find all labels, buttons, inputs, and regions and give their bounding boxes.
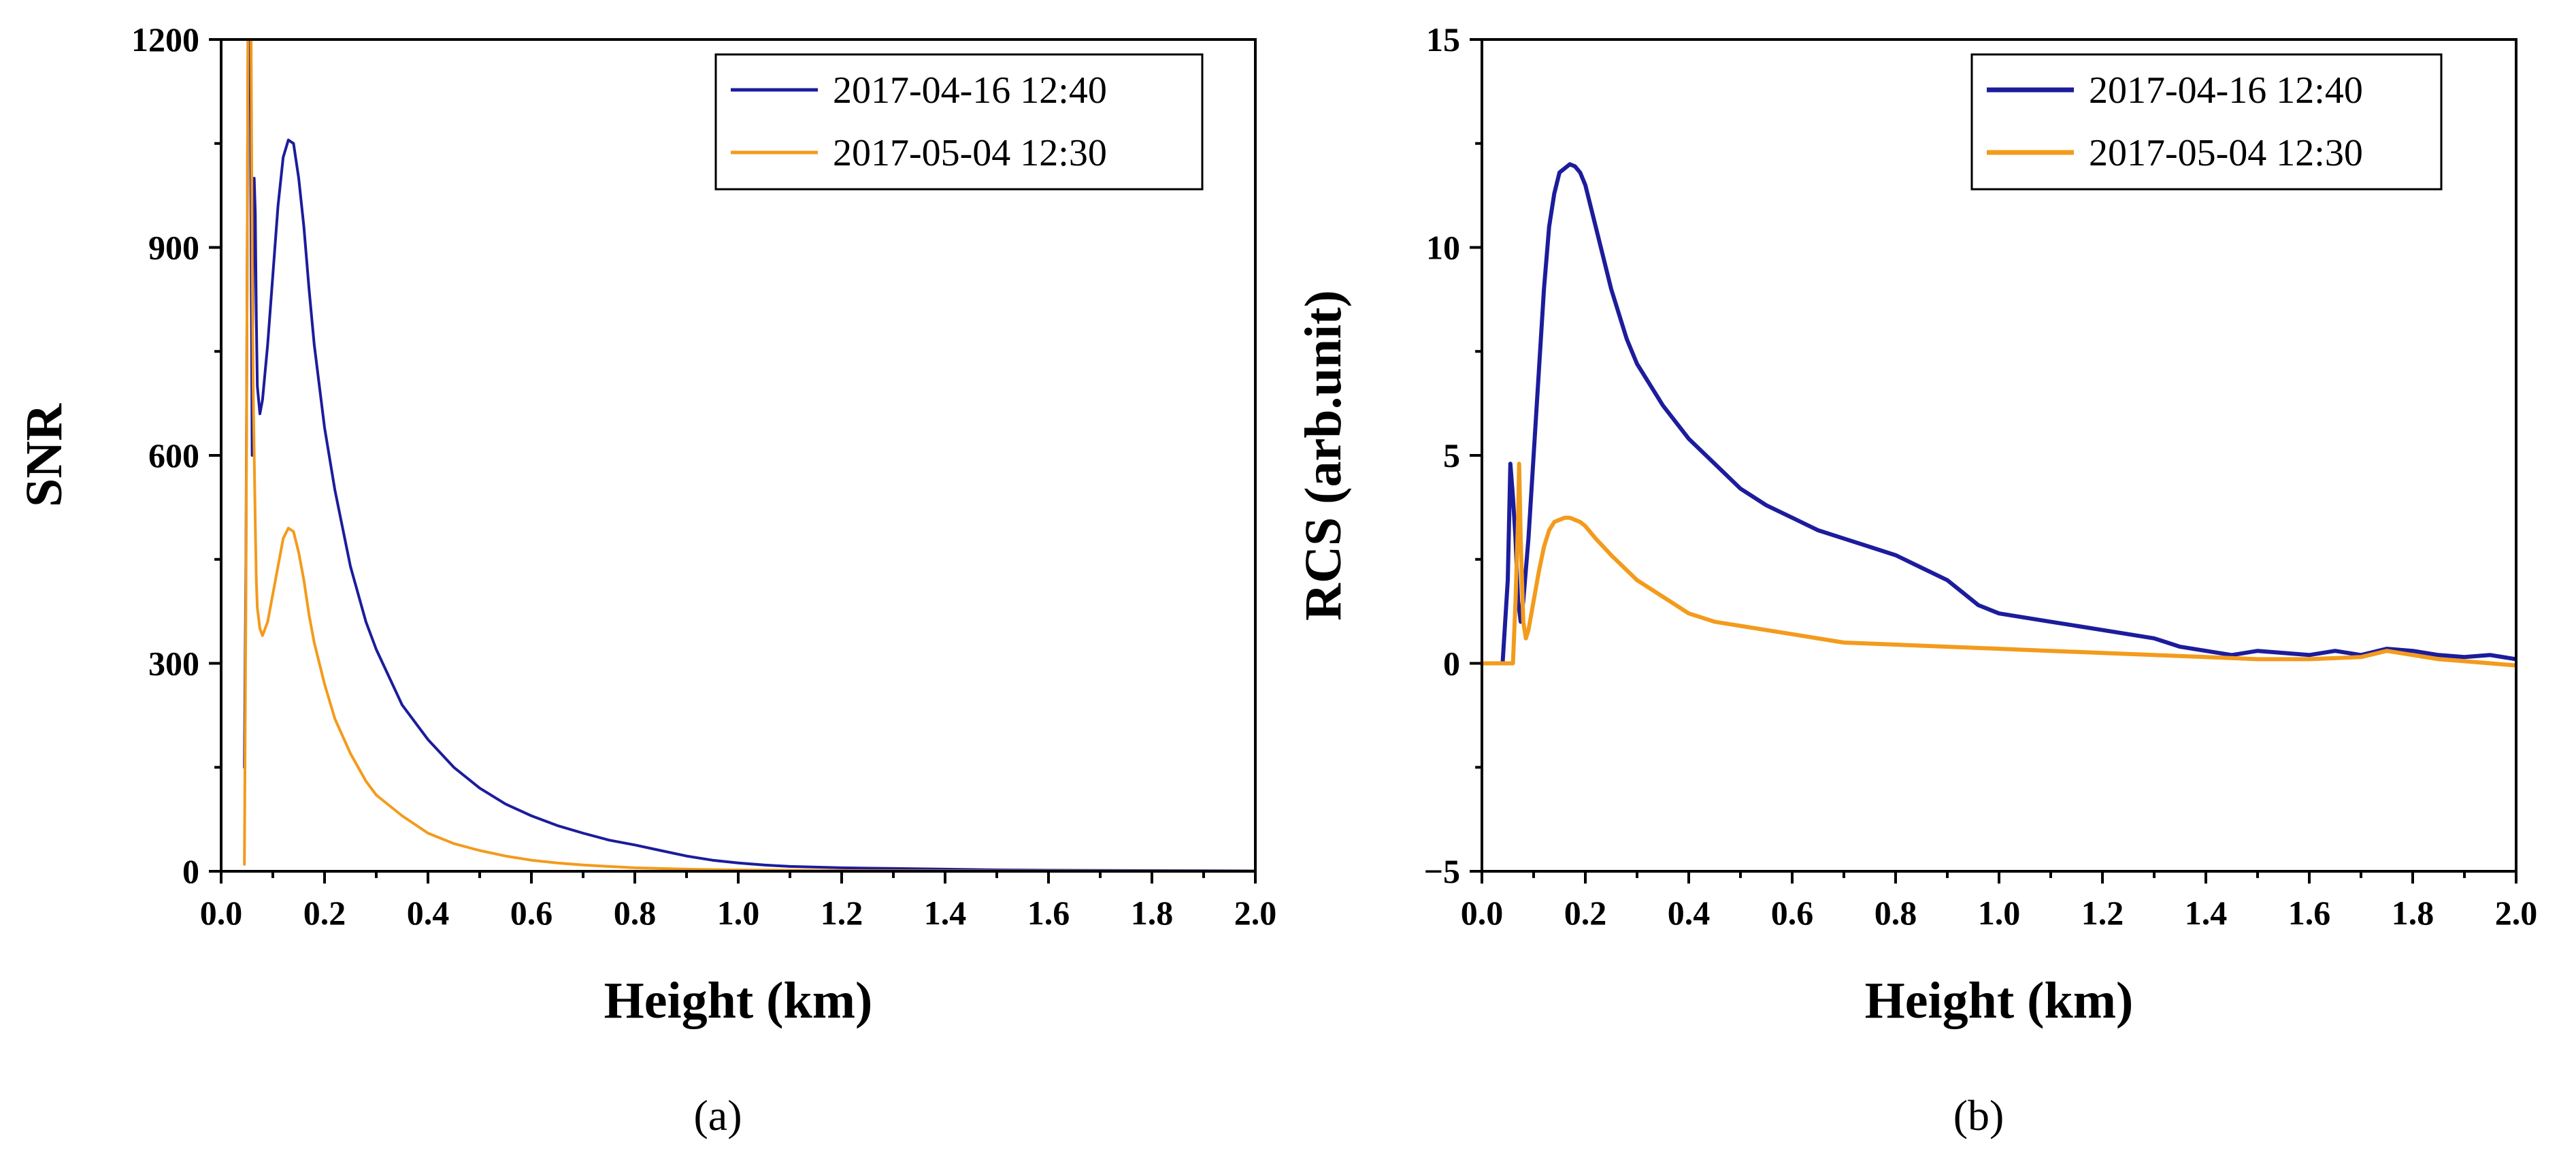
legend: 2017-04-16 12:40 2017-05-04 12:30 (1970, 53, 2443, 191)
panel-label: (b) (1953, 1091, 2004, 1139)
x-tick-label: 0.2 (1564, 894, 1607, 932)
x-axis-title: Height (km) (1865, 972, 2134, 1029)
x-tick-label: 0.8 (1875, 894, 1917, 932)
y-tick-label: 900 (148, 229, 199, 267)
legend-label-1: 2017-04-16 12:40 (2089, 69, 2363, 112)
legend-label-1: 2017-04-16 12:40 (833, 69, 1107, 112)
series-line-1 (1482, 162, 2516, 666)
legend-label-2: 2017-05-04 12:30 (2089, 132, 2363, 174)
y-tick-label: 15 (1426, 20, 1460, 59)
series-line-2 (243, 39, 1255, 871)
legend: 2017-04-16 12:40 2017-05-04 12:30 (714, 53, 1204, 191)
x-tick-label: 0.6 (1771, 894, 1814, 932)
y-tick-label: 0 (182, 852, 199, 890)
x-tick-label: 1.6 (1027, 894, 1070, 932)
x-tick-label: 1.0 (717, 894, 760, 932)
y-tick-label: 10 (1426, 229, 1460, 267)
y-tick-label: 1200 (131, 20, 199, 59)
x-tick-label: 1.4 (924, 894, 967, 932)
y-tick-label: 5 (1443, 436, 1460, 474)
x-tick-label: 1.6 (2288, 894, 2331, 932)
y-tick-label: 0 (1443, 645, 1460, 683)
legend-box (714, 53, 1204, 191)
panel-label: (a) (693, 1091, 742, 1139)
x-tick-label: 0.6 (510, 894, 553, 932)
x-tick-label: 1.2 (821, 894, 863, 932)
x-tick-label: 2.0 (2495, 894, 2538, 932)
x-tick-label: 0.0 (200, 894, 243, 932)
y-axis-title: SNR (16, 403, 73, 507)
legend-box (1970, 53, 2443, 191)
chart-panel-a: 0.0 0.2 0.4 0.6 0.8 1.0 1.2 1.4 1.6 1.8 2.0 0 300 600… (16, 20, 1277, 1139)
y-axis-title: RCS (arb.unit) (1295, 290, 1352, 621)
x-tick-label: 0.0 (1461, 894, 1504, 932)
y-tick-label: 600 (148, 436, 199, 474)
x-tick-label: 1.8 (1131, 894, 1174, 932)
x-tick-label: 2.0 (1234, 894, 1277, 932)
y-tick-label: 300 (148, 645, 199, 683)
y-tick-label: −5 (1424, 852, 1461, 890)
x-axis-title: Height (km) (604, 972, 873, 1029)
x-tick-label: 0.8 (614, 894, 657, 932)
x-tick-label: 0.4 (1668, 894, 1711, 932)
x-tick-label: 0.4 (407, 894, 450, 932)
chart-panel-b: 0.0 0.2 0.4 0.6 0.8 1.0 1.2 1.4 1.6 1.8 2.0 −5 0 5 10 1… (1295, 20, 2537, 1139)
series-line-2 (1482, 462, 2516, 668)
x-tick-label: 1.2 (2081, 894, 2124, 932)
x-tick-label: 1.4 (2185, 894, 2228, 932)
series-line-1 (243, 39, 1255, 871)
x-tick-label: 1.0 (1978, 894, 2021, 932)
x-tick-label: 1.8 (2392, 894, 2434, 932)
legend-label-2: 2017-05-04 12:30 (833, 132, 1107, 174)
x-tick-label: 0.2 (303, 894, 346, 932)
